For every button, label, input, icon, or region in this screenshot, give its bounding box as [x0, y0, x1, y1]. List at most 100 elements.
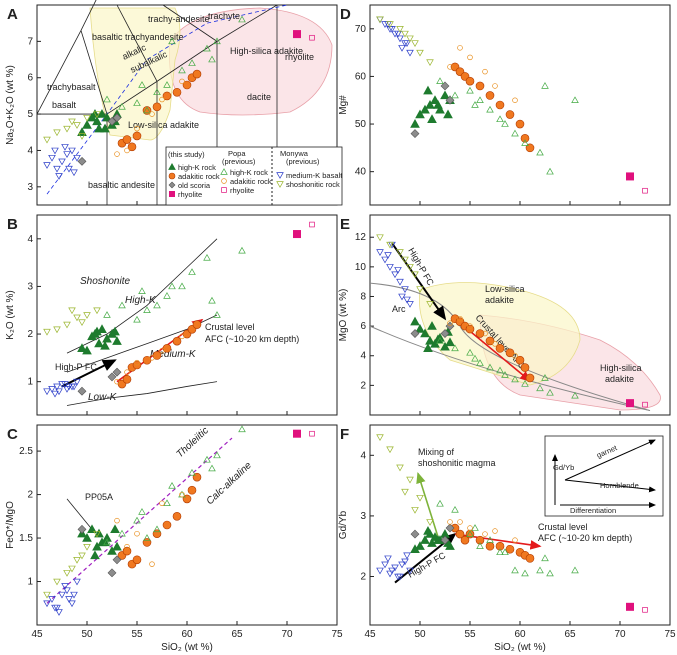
label-low-silica-adakite-a: Low-silica adakite	[128, 120, 199, 130]
point-popa_hk-D	[486, 105, 494, 113]
point-shosh-E	[411, 271, 419, 279]
legend-label-mkb: medium-K basalt	[286, 171, 343, 180]
xtick-label-C: 55	[131, 629, 143, 640]
point-popa_hk-B	[168, 282, 176, 290]
point-popa_hk-F	[571, 566, 579, 574]
point-hk-B	[112, 336, 122, 345]
ylabel-A: Na₂O+K₂O (wt %)	[5, 65, 16, 145]
point-popa_adak-A	[179, 78, 185, 85]
point-shosh-B	[73, 314, 81, 322]
arc-field-upper	[369, 282, 651, 412]
ytick-label-E: 6	[360, 321, 366, 332]
point-adak-B	[172, 336, 182, 346]
point-popa_hk-E	[546, 388, 554, 396]
point-hk-A	[102, 112, 112, 122]
point-mkb-E	[401, 286, 409, 293]
point-popa_adak-F	[512, 537, 518, 543]
xtick-label-F: 45	[364, 629, 376, 640]
xtick-label-C: 60	[181, 629, 193, 640]
panel-letter-B: B	[7, 216, 18, 233]
point-mkb-B	[61, 381, 69, 388]
point-adak-E	[495, 344, 505, 353]
legend-popa-sub: (previous)	[222, 157, 256, 166]
point-old-A	[107, 116, 117, 126]
point-popa_hk-B	[203, 253, 211, 261]
point-mkb-B	[53, 383, 61, 391]
tas-line-e	[36, 30, 82, 115]
point-popa_adak-E	[482, 330, 488, 337]
inset-hbl-arrow	[564, 479, 656, 493]
point-shosh-E	[386, 241, 394, 249]
point-adak-F	[460, 535, 470, 545]
point-popa_adak-A	[114, 151, 120, 157]
point-old-E	[410, 329, 420, 338]
legend-label-popa_hk: high-K rock	[230, 168, 268, 177]
tas-line-f	[80, 30, 108, 115]
point-adak-B	[122, 374, 132, 384]
point-shosh-F	[396, 464, 404, 472]
point-shosh-F	[411, 507, 419, 514]
arc-field-lower	[369, 325, 651, 412]
point-mkb-D	[396, 35, 404, 43]
field-rhyolite: rhyolite	[285, 52, 314, 62]
point-mkb-C	[61, 583, 69, 590]
point-hk-C	[92, 541, 102, 551]
point-hk-E	[423, 343, 433, 353]
point-adak-E	[515, 355, 525, 365]
point-popa_adak-F	[482, 531, 488, 537]
point-old-B	[107, 372, 117, 382]
point-hk-D	[430, 95, 440, 104]
point-mkb-A	[53, 165, 61, 173]
point-mkb-A	[73, 154, 81, 162]
point-popa_hk-D	[436, 77, 444, 84]
high-silica-adakite-field	[169, 7, 333, 116]
ytick-label-B: 4	[27, 234, 33, 245]
point-mkb-F	[388, 567, 396, 575]
panel-frame-D	[369, 4, 671, 206]
point-popa_hk-E	[511, 375, 519, 383]
panel-frame-B	[36, 214, 338, 416]
point-shosh-F	[386, 446, 394, 454]
point-hk-A	[100, 123, 110, 133]
field-dacite: dacite	[247, 92, 271, 102]
point-adak-C	[122, 546, 132, 556]
point-mkb-A	[51, 147, 59, 155]
point-popa_adak-A	[134, 125, 140, 132]
point-rhy-C	[293, 429, 301, 438]
point-mkb-B	[48, 386, 56, 393]
label-shoshonitic-magma: shoshonitic magma	[418, 458, 496, 468]
point-adak-B	[192, 320, 202, 329]
point-shosh-D	[376, 16, 384, 24]
point-popa_hk-E	[436, 337, 444, 344]
ytick-label-A: 3	[27, 182, 33, 193]
xtick-label-F: 65	[564, 629, 576, 640]
panel-letter-A: A	[7, 6, 18, 23]
point-popa_hk-F	[496, 548, 504, 556]
field-trachy-andesite: trachy-andesite	[148, 14, 210, 24]
point-popa_hk-D	[521, 139, 529, 146]
point-hk-E	[420, 328, 430, 338]
point-mkb-A	[48, 154, 56, 162]
ytick-label-E: 12	[355, 232, 367, 243]
field-basaltic-andesite: basaltic andesite	[88, 180, 155, 190]
point-popa_adak-D	[457, 45, 463, 51]
label-arc: Arc	[392, 304, 406, 314]
point-old-C	[112, 555, 122, 565]
point-popa_hk-B	[188, 268, 196, 275]
xtick-label-F: 50	[414, 629, 426, 640]
point-mkb-E	[391, 271, 399, 279]
point-mkb-C	[51, 604, 59, 612]
ytick-label-A: 7	[27, 36, 33, 47]
panel-letter-F: F	[340, 426, 349, 443]
ytick-label-E: 8	[360, 291, 366, 302]
point-mkb-F	[403, 552, 411, 560]
ytick-label-C: 2	[27, 490, 33, 501]
legend-marker-popa_rhy	[221, 187, 227, 193]
point-mkb-A	[68, 147, 76, 155]
point-mkb-B	[43, 388, 51, 396]
point-popa_hk-C	[118, 529, 126, 537]
point-adak-E	[485, 336, 495, 346]
ytick-label-C: 2.5	[19, 446, 33, 457]
point-adak-A	[182, 80, 192, 90]
point-popa_hk-A	[103, 95, 111, 103]
